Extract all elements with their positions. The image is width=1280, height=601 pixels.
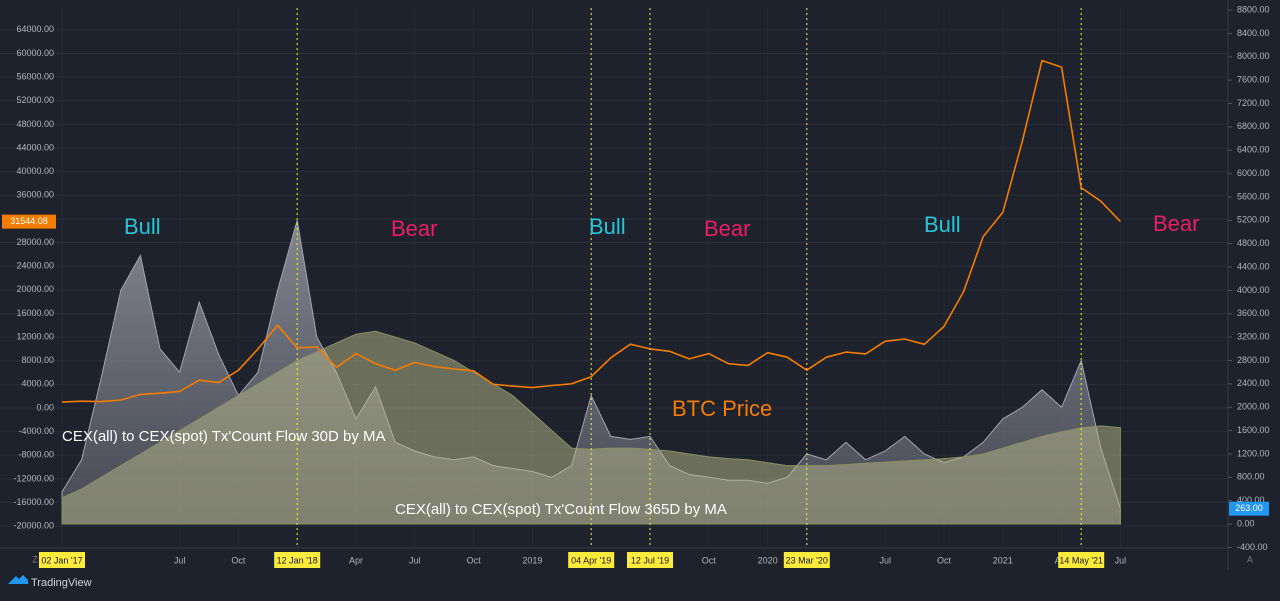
y-tick-label: 8000.00 — [21, 355, 54, 365]
y2-tick-label: 8800.00 — [1237, 4, 1270, 14]
y-tick-label: 0.00 — [36, 402, 54, 412]
y-tick-label: 44000.00 — [16, 142, 54, 152]
y2-tick-label: 800.00 — [1237, 472, 1265, 482]
last-value-box — [1229, 501, 1269, 516]
line — [61, 59, 1121, 403]
x-tick-label: 12 Jan '18 — [277, 555, 318, 565]
y-tick-label: 4000.00 — [21, 379, 54, 389]
corner-button[interactable]: A — [1247, 554, 1253, 564]
y-tick-label: 16000.00 — [16, 308, 54, 318]
x-tick-label: 23 Mar '20 — [786, 555, 828, 565]
y2-tick-label: 6800.00 — [1237, 121, 1270, 131]
y2-tick-label: 2400.00 — [1237, 378, 1270, 388]
series-label: CEX(all) to CEX(spot) Tx'Count Flow 365D… — [395, 501, 727, 518]
x-highlight-box — [783, 552, 830, 568]
y2-tick-label: 3600.00 — [1237, 308, 1270, 318]
x-tick-label: Jul — [1115, 555, 1127, 565]
last-value-box — [2, 214, 56, 229]
y2-tick-label: 0.00 — [1237, 518, 1255, 528]
x-tick-label: 2019 — [522, 555, 542, 565]
y-tick-label: 48000.00 — [16, 119, 54, 129]
last-value-label: 31544.08 — [10, 216, 48, 226]
y-tick-label: 12000.00 — [16, 331, 54, 341]
x-tick-label: Jul — [879, 555, 891, 565]
y-tick-label: 20000.00 — [16, 284, 54, 294]
y2-tick-label: 400.00 — [1237, 495, 1265, 505]
annotation: Bull — [924, 212, 961, 237]
y2-tick-label: 8000.00 — [1237, 51, 1270, 61]
x-tick-label: 2020 — [758, 555, 778, 565]
x-highlight-box — [274, 552, 321, 568]
y2-tick-label: 2000.00 — [1237, 402, 1270, 412]
y-tick-label: -16000.00 — [13, 497, 54, 507]
y2-tick-label: 4400.00 — [1237, 261, 1270, 271]
y-tick-label: 28000.00 — [16, 237, 54, 247]
y-tick-label: 36000.00 — [16, 190, 54, 200]
y2-tick-label: 6400.00 — [1237, 145, 1270, 155]
brand: TradingView — [31, 577, 92, 589]
y-tick-label: 64000.00 — [16, 24, 54, 34]
x-tick-label: 14 May '21 — [1059, 555, 1103, 565]
x-tick-label: 02 Jan '17 — [41, 555, 82, 565]
y-tick-label: 60000.00 — [16, 48, 54, 58]
x-tick-label: Oct — [937, 555, 952, 565]
annotation: Bull — [124, 214, 161, 239]
y2-tick-label: 7600.00 — [1237, 75, 1270, 85]
annotation: Bear — [704, 216, 750, 241]
y2-tick-label: 3200.00 — [1237, 332, 1270, 342]
x-highlight-box — [1058, 552, 1105, 568]
x-highlight-box — [39, 552, 85, 568]
x-tick-label: 2021 — [993, 555, 1013, 565]
x-tick-label: Oct — [702, 555, 717, 565]
y2-tick-label: 4000.00 — [1237, 285, 1270, 295]
y2-tick-label: 4800.00 — [1237, 238, 1270, 248]
brand-logo — [8, 575, 28, 584]
y2-tick-label: -400.00 — [1237, 542, 1268, 552]
y-tick-label: 52000.00 — [16, 95, 54, 105]
y-tick-label: -8000.00 — [18, 450, 54, 460]
x-tick-label: Oct — [467, 555, 482, 565]
y-tick-label: 40000.00 — [16, 166, 54, 176]
y-tick-label: -4000.00 — [18, 426, 54, 436]
x-tick-label: Apr — [349, 555, 363, 565]
y2-tick-label: 6000.00 — [1237, 168, 1270, 178]
series-label: CEX(all) to CEX(spot) Tx'Count Flow 30D … — [62, 428, 386, 445]
x-highlight-box — [627, 552, 673, 568]
x-tick-label: 12 Jul '19 — [631, 555, 669, 565]
y2-tick-label: 8400.00 — [1237, 28, 1270, 38]
x-tick-label: Oct — [231, 555, 246, 565]
last-value-label: 263.00 — [1235, 503, 1263, 513]
y2-tick-label: 1200.00 — [1237, 448, 1270, 458]
annotation: Bull — [589, 214, 626, 239]
x-tick-label: Jul — [174, 555, 186, 565]
x-tick-label: Jul — [409, 555, 421, 565]
y2-tick-label: 1600.00 — [1237, 425, 1270, 435]
area — [61, 330, 1121, 525]
x-highlight-box — [568, 552, 615, 568]
annotation: Bear — [391, 216, 437, 241]
y2-tick-label: 2800.00 — [1237, 355, 1270, 365]
y2-tick-label: 5600.00 — [1237, 191, 1270, 201]
x-tick-label: 04 Apr '19 — [571, 555, 611, 565]
y2-tick-label: 5200.00 — [1237, 215, 1270, 225]
series-label: BTC Price — [672, 396, 772, 421]
y-tick-label: -12000.00 — [13, 473, 54, 483]
y2-tick-label: 7200.00 — [1237, 98, 1270, 108]
y-tick-label: 24000.00 — [16, 261, 54, 271]
y-tick-label: 56000.00 — [16, 71, 54, 81]
annotation: Bear — [1153, 211, 1199, 236]
corner-button[interactable]: Z — [32, 554, 38, 564]
y-tick-label: -20000.00 — [13, 521, 54, 531]
